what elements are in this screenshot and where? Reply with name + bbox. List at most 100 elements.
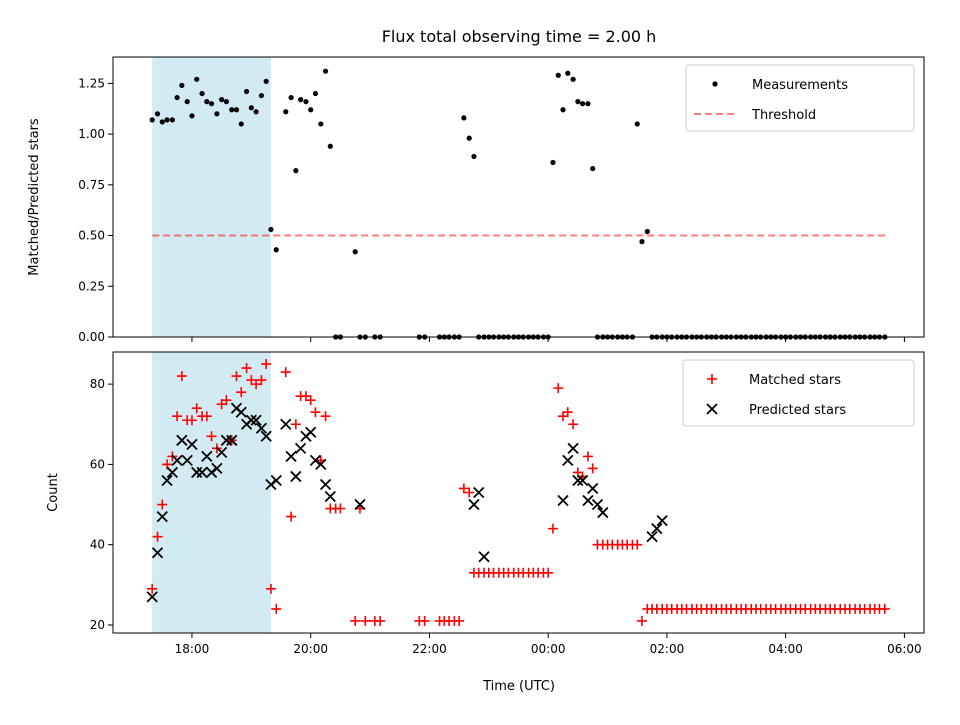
y-tick-label: 20 xyxy=(90,618,105,632)
matched-star-point xyxy=(191,403,202,414)
measurement-point xyxy=(639,239,645,245)
predicted-star-point xyxy=(166,466,179,479)
legend-marker xyxy=(712,81,718,87)
y-axis-label: Matched/Predicted stars xyxy=(27,118,42,276)
legend-marker xyxy=(707,374,717,384)
measurement-point xyxy=(164,117,170,123)
measurement-point xyxy=(550,159,556,166)
predicted-star-point xyxy=(280,418,292,430)
legend-box xyxy=(685,64,915,132)
predicted-star-point xyxy=(211,462,223,475)
measurement-point xyxy=(461,115,467,121)
matched-star-point xyxy=(261,359,272,370)
measurement-point xyxy=(223,99,229,105)
x-tick-label: 06:00 xyxy=(887,642,922,656)
predicted-star-point xyxy=(354,498,366,511)
measurement-point xyxy=(238,121,244,127)
matched-star-point xyxy=(236,387,247,398)
measurement-point xyxy=(352,249,358,255)
measurement-point xyxy=(634,121,640,127)
matched-star-point xyxy=(360,615,371,626)
matched-star-point xyxy=(320,411,331,422)
measurement-point xyxy=(219,97,225,103)
legend-marker xyxy=(706,403,718,415)
measurement-point xyxy=(312,90,319,97)
matched-star-point xyxy=(206,431,217,442)
measurement-point xyxy=(149,117,155,123)
predicted-star-point xyxy=(651,522,663,535)
predicted-star-point xyxy=(468,498,480,511)
measurement-point xyxy=(179,82,185,89)
x-tick-label: 20:00 xyxy=(293,642,328,656)
measurement-point xyxy=(308,107,314,113)
x-tick-label: 00:00 xyxy=(531,642,566,656)
matched-star-point xyxy=(350,615,361,626)
predicted-star-point xyxy=(181,454,193,467)
measurement-point xyxy=(258,92,265,99)
predicted-star-point xyxy=(235,406,247,418)
predicted-star-point xyxy=(597,506,609,519)
matched-star-point xyxy=(879,603,890,614)
y-tick-label: 60 xyxy=(90,457,105,471)
matched-star-point xyxy=(419,615,430,626)
predicted-star-point xyxy=(245,414,257,426)
measurement-point xyxy=(253,109,259,115)
matched-star-point xyxy=(562,407,573,418)
legend: Matched stars Predicted stars xyxy=(682,359,915,427)
measurement-point xyxy=(263,78,269,84)
predicted-star-point xyxy=(220,434,233,446)
matched-star-point xyxy=(286,511,297,522)
measurement-point xyxy=(318,121,324,127)
legend-label: Measurements xyxy=(752,78,848,93)
y-tick-label: 1.00 xyxy=(78,127,105,141)
measurement-point xyxy=(199,90,205,97)
measurement-point xyxy=(580,101,586,107)
matched-star-point xyxy=(157,499,168,510)
predicted-star-point xyxy=(290,470,302,483)
legend-label: Threshold xyxy=(751,108,816,123)
measurement-point xyxy=(184,99,190,105)
predicted-star-point xyxy=(567,442,579,454)
x-axis-label: Time (UTC) xyxy=(482,679,555,694)
measurement-point xyxy=(471,153,477,160)
shaded-region xyxy=(152,57,271,337)
measurement-point xyxy=(208,101,215,107)
series-predicted-stars xyxy=(146,402,668,603)
predicted-star-point xyxy=(587,482,599,495)
x-tick-label: 22:00 xyxy=(412,642,447,656)
predicted-star-point xyxy=(260,430,272,442)
predicted-star-point xyxy=(305,426,317,438)
chart-title: Flux total observing time = 2.00 h xyxy=(382,27,657,46)
matched-star-point xyxy=(547,523,558,534)
legend-box xyxy=(682,359,915,427)
predicted-star-point xyxy=(656,514,668,527)
matched-star-point xyxy=(176,371,187,382)
measurement-point xyxy=(159,119,165,125)
matched-star-point xyxy=(231,371,242,382)
predicted-star-point xyxy=(315,458,327,471)
predicted-star-point xyxy=(562,454,574,467)
predicted-star-point xyxy=(270,474,282,487)
predicted-star-point xyxy=(576,474,589,487)
predicted-star-point xyxy=(156,510,168,523)
y-tick-label: 0.25 xyxy=(78,279,105,293)
measurement-point xyxy=(194,76,200,82)
series-matched-stars xyxy=(147,359,890,626)
predicted-star-point xyxy=(226,434,238,446)
measurement-point xyxy=(555,72,561,78)
measurement-point xyxy=(575,99,581,105)
x-tick-label: 04:00 xyxy=(768,642,803,656)
measurement-point xyxy=(154,111,161,117)
predicted-star-point xyxy=(216,446,228,458)
matched-star-point xyxy=(543,567,554,578)
predicted-star-point xyxy=(572,474,584,487)
predicted-star-point xyxy=(151,547,164,559)
measurement-point xyxy=(229,107,235,113)
predicted-star-point xyxy=(324,490,336,503)
measurement-point xyxy=(233,107,240,113)
matched-star-point xyxy=(271,603,282,614)
matched-star-point xyxy=(221,395,232,406)
measurement-point xyxy=(590,165,596,172)
matched-star-point xyxy=(375,615,386,626)
measurement-point xyxy=(570,76,576,82)
